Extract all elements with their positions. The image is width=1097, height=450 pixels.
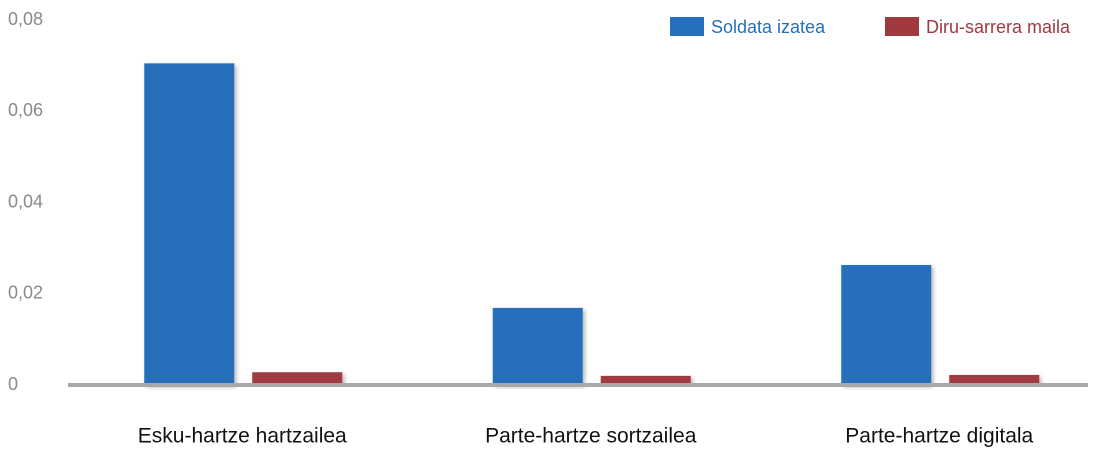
- legend-swatch: [885, 17, 919, 36]
- y-tick-label: 0,04: [8, 191, 43, 211]
- bar: [600, 375, 691, 385]
- bar: [841, 265, 932, 385]
- x-tick-label: Esku-hartze hartzailea: [138, 425, 347, 448]
- legend-swatch: [670, 17, 704, 36]
- bar: [492, 307, 583, 385]
- x-tick-label: Parte-hartze sortzailea: [485, 425, 697, 448]
- y-tick-label: 0,08: [8, 9, 43, 29]
- y-tick-label: 0,06: [8, 100, 43, 120]
- legend-label: Soldata izatea: [711, 17, 826, 37]
- y-tick-label: 0: [8, 374, 18, 394]
- y-tick-label: 0,02: [8, 283, 43, 303]
- x-tick-label: Parte-hartze digitala: [845, 425, 1033, 448]
- legend-label: Diru-sarrera maila: [926, 17, 1071, 37]
- bar: [252, 372, 343, 385]
- bar: [949, 374, 1040, 385]
- bar: [144, 63, 235, 385]
